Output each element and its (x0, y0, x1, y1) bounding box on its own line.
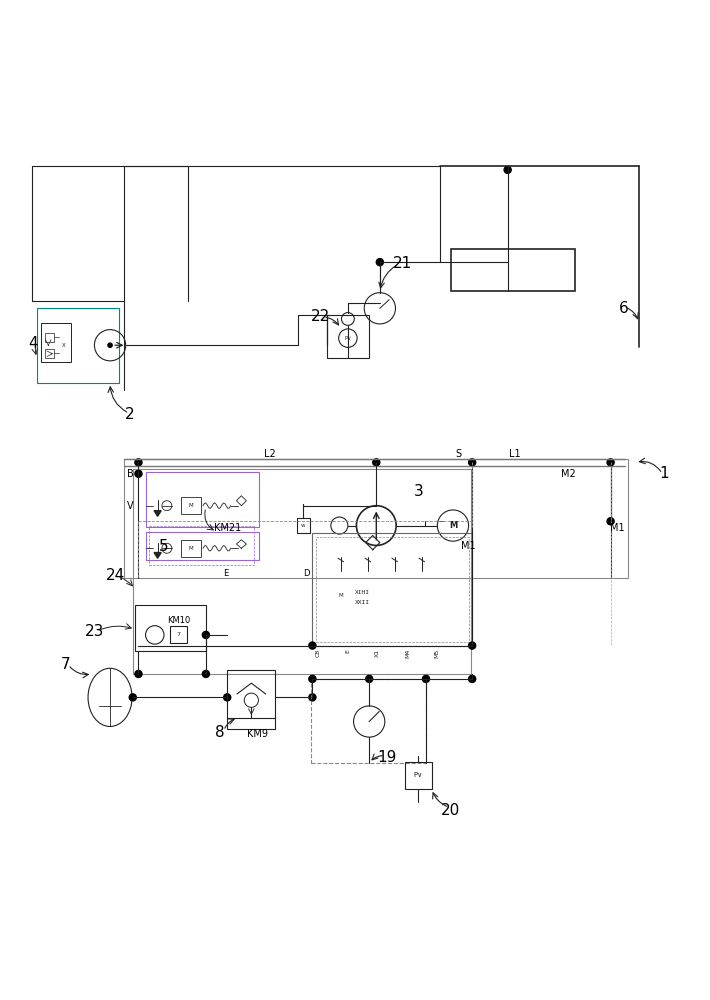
Circle shape (202, 670, 209, 678)
Circle shape (108, 343, 112, 347)
Bar (45, 333, 54, 342)
Polygon shape (154, 511, 161, 516)
Circle shape (422, 675, 430, 682)
Circle shape (202, 631, 209, 638)
Bar (405, 762, 432, 789)
Bar (312, 533, 472, 646)
Text: M4: M4 (405, 649, 410, 658)
Text: M: M (189, 503, 193, 508)
Text: X1: X1 (375, 649, 381, 657)
Bar (37, 308, 119, 383)
Circle shape (135, 470, 142, 477)
Circle shape (469, 459, 476, 466)
Circle shape (366, 675, 373, 682)
Text: M: M (449, 521, 457, 530)
Text: 3: 3 (414, 484, 424, 499)
Bar (45, 349, 54, 358)
Circle shape (469, 642, 476, 649)
Text: ~: ~ (439, 519, 444, 525)
Polygon shape (154, 553, 161, 558)
Bar (181, 497, 201, 514)
Text: 21: 21 (393, 256, 413, 271)
Text: 5: 5 (158, 539, 168, 554)
Bar (170, 626, 187, 643)
Circle shape (504, 166, 511, 173)
Text: 2: 2 (124, 407, 134, 422)
Bar (451, 249, 575, 291)
Text: KM21: KM21 (214, 523, 241, 533)
Text: KM9: KM9 (246, 729, 268, 739)
Text: 20: 20 (441, 803, 461, 818)
Text: 24: 24 (105, 568, 125, 583)
Text: 8: 8 (215, 725, 225, 740)
Bar (311, 679, 426, 763)
Text: B: B (126, 469, 133, 479)
Text: M5: M5 (435, 649, 440, 658)
Circle shape (469, 675, 476, 682)
Text: 7: 7 (177, 632, 181, 637)
Text: w: w (301, 523, 305, 528)
Bar (149, 526, 254, 565)
Text: 23: 23 (84, 624, 104, 639)
Circle shape (135, 459, 142, 466)
Text: M2: M2 (561, 469, 575, 479)
Bar (181, 540, 201, 557)
Circle shape (376, 259, 383, 266)
Circle shape (309, 642, 316, 649)
Text: D: D (303, 569, 310, 578)
Bar (227, 670, 275, 718)
Text: 6: 6 (618, 301, 628, 316)
Text: XIHI: XIHI (354, 590, 370, 595)
Text: X: X (62, 343, 66, 348)
Text: P∨: P∨ (344, 336, 351, 341)
Circle shape (224, 694, 231, 701)
Text: KM10: KM10 (168, 616, 190, 625)
Circle shape (607, 459, 614, 466)
Text: M: M (189, 546, 193, 551)
Circle shape (135, 670, 142, 678)
Circle shape (373, 459, 380, 466)
Circle shape (129, 694, 136, 701)
Text: M1: M1 (611, 523, 625, 533)
Bar (327, 315, 369, 358)
Circle shape (309, 694, 316, 701)
Bar (146, 532, 259, 560)
Text: P∨: P∨ (413, 772, 423, 778)
Bar (146, 472, 259, 527)
Text: M1: M1 (462, 541, 476, 551)
Text: 22: 22 (311, 309, 331, 324)
Text: E: E (223, 569, 229, 578)
Bar (124, 459, 628, 578)
Circle shape (309, 675, 316, 682)
Bar (135, 605, 206, 651)
Text: 1: 1 (659, 466, 669, 481)
Bar (133, 469, 471, 674)
Text: C8: C8 (315, 649, 321, 657)
Text: 4: 4 (28, 336, 38, 351)
Text: E: E (345, 649, 351, 653)
Text: S: S (455, 449, 461, 459)
Text: 19: 19 (377, 750, 397, 765)
Bar (297, 518, 310, 533)
Bar (41, 322, 71, 362)
Text: XXII: XXII (354, 600, 370, 605)
Bar (316, 537, 469, 642)
Text: M: M (339, 593, 343, 598)
Text: L2: L2 (264, 449, 275, 459)
Text: V: V (127, 501, 133, 511)
Circle shape (607, 518, 614, 525)
Text: 7: 7 (61, 657, 71, 672)
Text: L1: L1 (509, 449, 520, 459)
